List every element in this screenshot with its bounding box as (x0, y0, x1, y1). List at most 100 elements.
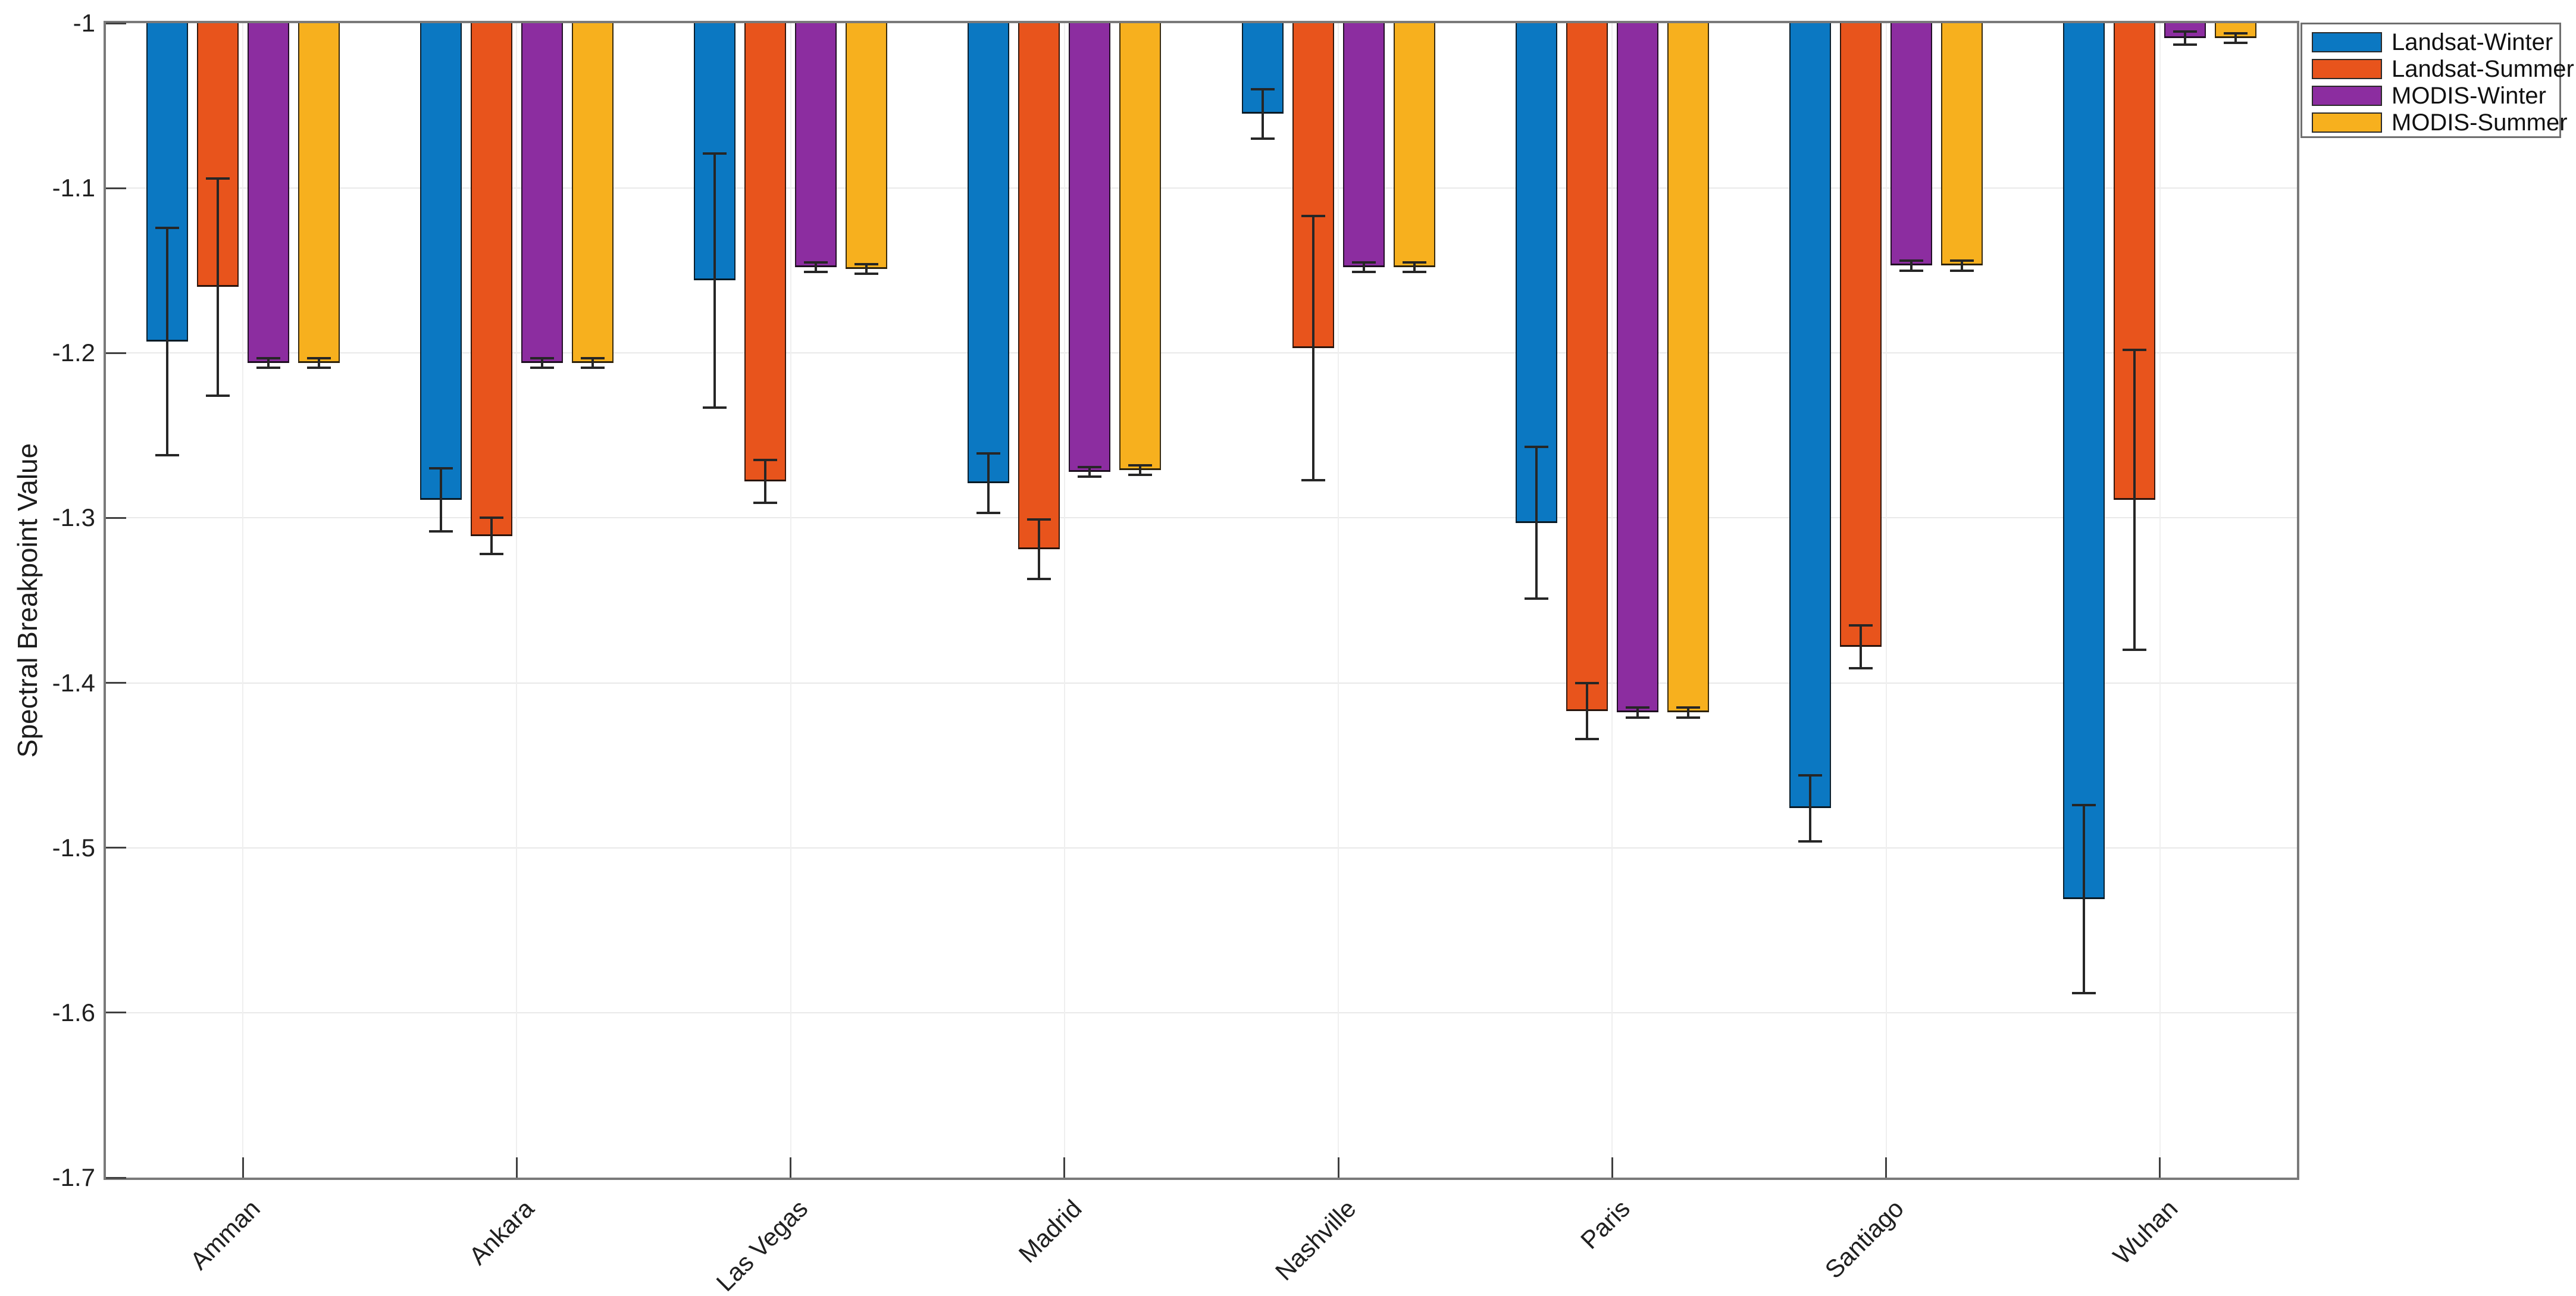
bar-nashville-modis-summer (1393, 23, 1435, 268)
error-bar-cap-bottom (205, 395, 230, 397)
error-bar-amman-modis-winter (267, 358, 270, 368)
y-axis-tick (106, 1012, 126, 1014)
gridline-horizontal (106, 352, 2297, 354)
error-bar-ankara-modis-summer (591, 358, 594, 368)
error-bar-amman-landsat-summer (216, 178, 219, 396)
gridline-vertical (516, 23, 518, 1178)
y-tick-label: -1.7 (52, 1163, 95, 1191)
error-bar-paris-landsat-winter (1535, 447, 1538, 599)
error-bar-madrid-modis-summer (1139, 465, 1142, 475)
legend-swatch-modis-winter (2312, 86, 2382, 106)
gridline-vertical (1611, 23, 1613, 1178)
plot-area (104, 21, 2299, 1180)
error-bar-cap-bottom (1798, 840, 1823, 843)
legend-label-modis-summer: MODIS-Summer (2392, 109, 2568, 136)
error-bar-cap-bottom (1950, 269, 1974, 272)
error-bar-las-vegas-modis-summer (865, 264, 868, 274)
bar-santiago-landsat-summer (1840, 23, 1882, 647)
error-bar-cap-bottom (2123, 649, 2147, 652)
error-bar-cap-top (1676, 706, 1700, 709)
error-bar-cap-top (530, 356, 554, 359)
x-axis-tick (242, 1157, 244, 1178)
error-bar-madrid-landsat-winter (987, 453, 990, 514)
error-bar-cap-top (479, 516, 503, 519)
error-bar-santiago-landsat-summer (1860, 625, 1863, 668)
y-tick-label: -1.1 (52, 174, 95, 202)
bar-ankara-modis-summer (571, 23, 614, 363)
bar-madrid-landsat-winter (968, 23, 1010, 484)
bar-wuhan-landsat-winter (2063, 23, 2105, 899)
error-bar-paris-landsat-summer (1585, 683, 1588, 739)
error-bar-ankara-landsat-winter (439, 468, 442, 531)
bar-nashville-landsat-winter (1241, 23, 1284, 114)
bar-las-vegas-landsat-summer (744, 23, 787, 482)
bar-santiago-modis-winter (1890, 23, 1933, 266)
error-bar-cap-bottom (428, 530, 453, 533)
error-bar-cap-bottom (1078, 475, 1102, 478)
bar-paris-modis-winter (1616, 23, 1658, 713)
error-bar-wuhan-landsat-winter (2083, 804, 2086, 993)
error-bar-cap-top (1849, 624, 1873, 627)
bar-paris-landsat-winter (1515, 23, 1557, 523)
bar-santiago-landsat-winter (1789, 23, 1832, 809)
y-tick-label: -1.4 (52, 668, 95, 697)
error-bar-cap-top (753, 459, 778, 462)
error-bar-cap-top (428, 467, 453, 470)
error-bar-cap-bottom (753, 502, 778, 505)
error-bar-cap-top (1351, 261, 1376, 264)
error-bar-cap-top (804, 261, 828, 264)
error-bar-santiago-modis-winter (1910, 261, 1913, 271)
error-bar-santiago-modis-summer (1961, 261, 1964, 271)
x-tick-label-amman: Amman (184, 1194, 266, 1275)
bar-madrid-landsat-summer (1018, 23, 1060, 550)
error-bar-cap-top (155, 226, 179, 229)
error-bar-cap-top (1027, 518, 1051, 521)
error-bar-cap-bottom (1128, 474, 1153, 477)
error-bar-wuhan-modis-winter (2184, 31, 2187, 45)
error-bar-las-vegas-landsat-summer (764, 460, 767, 503)
gridline-horizontal (106, 187, 2297, 189)
bar-santiago-modis-summer (1941, 23, 1983, 266)
y-axis-tick (106, 352, 126, 354)
gridline-horizontal (106, 1012, 2297, 1013)
legend-label-modis-winter: MODIS-Winter (2392, 83, 2546, 109)
bar-nashville-modis-winter (1342, 23, 1385, 268)
bar-madrid-modis-summer (1119, 23, 1162, 471)
error-bar-cap-top (2123, 348, 2147, 351)
error-bar-cap-top (580, 356, 605, 359)
error-bar-cap-bottom (155, 454, 179, 457)
error-bar-cap-bottom (306, 367, 331, 370)
error-bar-cap-top (1301, 215, 1325, 218)
error-bar-las-vegas-modis-winter (815, 262, 818, 273)
x-tick-label-las-vegas: Las Vegas (710, 1194, 813, 1296)
error-bar-paris-modis-summer (1686, 708, 1689, 718)
error-bar-nashville-modis-winter (1362, 262, 1365, 273)
x-axis-tick (1063, 1157, 1066, 1178)
error-bar-cap-bottom (479, 553, 503, 556)
gridline-vertical (242, 23, 244, 1178)
error-bar-wuhan-landsat-summer (2133, 349, 2136, 650)
y-tick-label: -1.3 (52, 503, 95, 532)
error-bar-cap-top (2224, 32, 2248, 35)
bar-paris-modis-summer (1667, 23, 1709, 713)
error-bar-ankara-modis-winter (540, 358, 543, 368)
legend-item-landsat-summer: Landsat-Summer (2302, 56, 2574, 83)
bar-amman-modis-summer (298, 23, 340, 363)
gridline-vertical (2159, 23, 2161, 1178)
y-tick-label: -1.6 (52, 998, 95, 1026)
legend-label-landsat-winter: Landsat-Winter (2392, 29, 2553, 55)
bar-ankara-landsat-winter (420, 23, 462, 500)
error-bar-madrid-modis-winter (1088, 467, 1091, 477)
y-axis-tick (106, 847, 126, 849)
error-bar-nashville-modis-summer (1413, 262, 1416, 273)
error-bar-cap-bottom (2072, 991, 2096, 994)
gridline-horizontal (106, 517, 2297, 519)
error-bar-cap-top (1625, 706, 1649, 709)
error-bar-cap-top (1524, 446, 1548, 449)
legend-item-modis-winter: MODIS-Winter (2302, 83, 2559, 109)
x-tick-label-ankara: Ankara (464, 1194, 540, 1270)
error-bar-cap-bottom (1402, 271, 1426, 274)
gridline-horizontal (106, 847, 2297, 849)
x-axis-tick (2159, 1157, 2161, 1178)
